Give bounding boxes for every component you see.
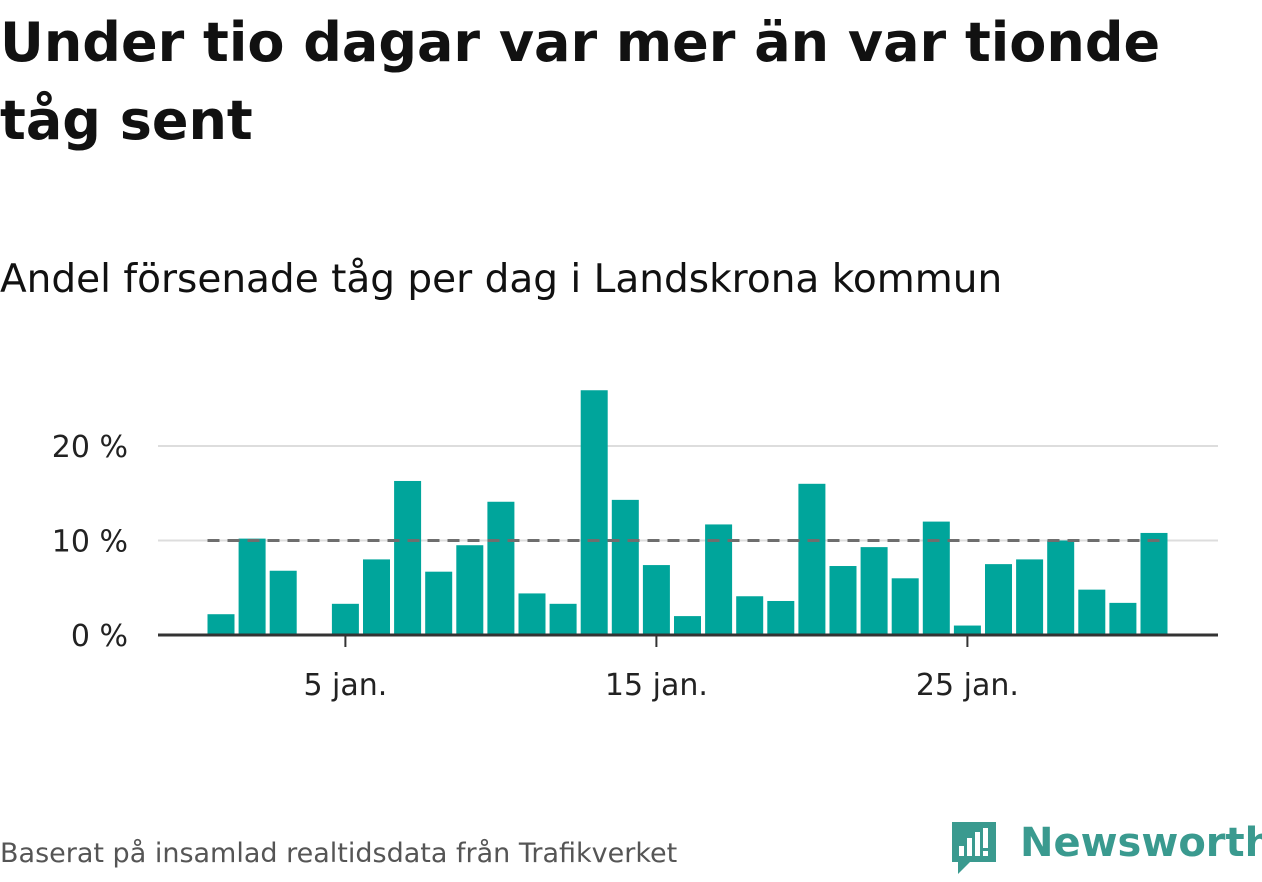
- bar: [518, 593, 546, 635]
- x-tick-label: 15 jan.: [605, 668, 708, 703]
- tick-labels: 0 % 10 % 20 % 5 jan. 15 jan. 25 jan.: [52, 430, 1019, 703]
- gridlines: [158, 445, 1218, 542]
- bar: [705, 524, 733, 635]
- bars: [207, 390, 1168, 635]
- bar: [207, 614, 235, 635]
- bar: [487, 501, 515, 635]
- axes: [158, 633, 1218, 647]
- bar: [891, 578, 919, 635]
- newsworthy-logo: Newsworthy: [950, 818, 1262, 878]
- bar: [331, 603, 359, 635]
- bar: [953, 625, 981, 635]
- bar: [1109, 602, 1137, 635]
- bar: [363, 559, 390, 635]
- bar: [1140, 532, 1168, 635]
- bar: [456, 545, 484, 635]
- bar: [1016, 559, 1044, 635]
- bar: [580, 390, 608, 635]
- bar: [922, 521, 950, 635]
- chart-subtitle: Andel försenade tåg per dag i Landskrona…: [0, 257, 1003, 302]
- bar: [1047, 540, 1075, 635]
- bar: [674, 616, 701, 635]
- logo-wordmark: Newsworthy: [1020, 820, 1262, 866]
- y-tick-label: 0 %: [71, 619, 128, 654]
- bar: [860, 547, 888, 635]
- y-tick-label: 10 %: [52, 525, 128, 560]
- bar: [829, 566, 857, 635]
- source-note: Baserat på insamlad realtidsdata från Tr…: [0, 838, 678, 869]
- bar-chart: 0 % 10 % 20 % 5 jan. 15 jan. 25 jan.: [52, 390, 1218, 703]
- x-tick-label: 5 jan.: [303, 668, 387, 703]
- bar: [269, 570, 297, 635]
- x-tick-label: 25 jan.: [916, 668, 1019, 703]
- bar: [767, 600, 795, 635]
- bar: [238, 538, 266, 635]
- bar: [394, 480, 422, 635]
- bar: [642, 565, 670, 635]
- bar: [549, 603, 577, 635]
- y-tick-label: 20 %: [52, 430, 128, 465]
- bar: [425, 571, 453, 635]
- chart-title: Under tio dagar var mer än var tionde tå…: [0, 11, 1161, 152]
- bar: [985, 564, 1012, 635]
- bar: [611, 499, 639, 635]
- bar: [798, 483, 826, 635]
- newsworthy-bar-chart-icon: [952, 822, 996, 874]
- bar: [1078, 589, 1106, 635]
- bar: [736, 596, 764, 635]
